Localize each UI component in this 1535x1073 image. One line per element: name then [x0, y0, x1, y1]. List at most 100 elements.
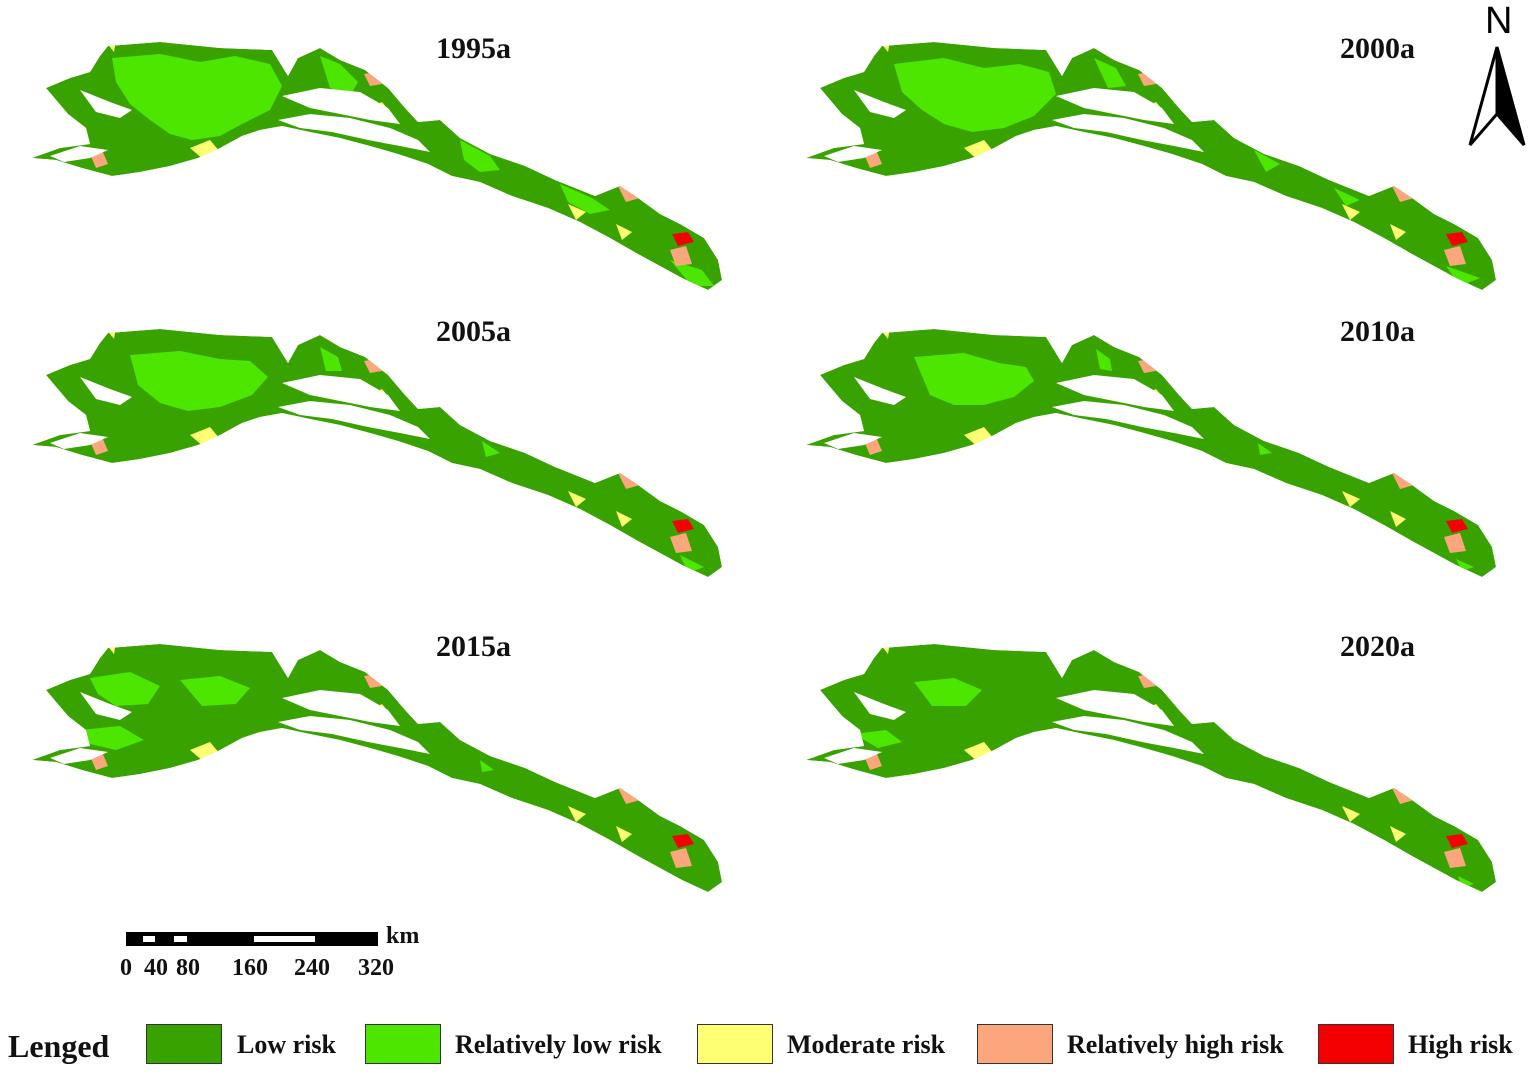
- moderate-risk-zone: [1342, 806, 1360, 822]
- scale-tick-160: 160: [232, 955, 268, 981]
- relatively-low-risk-zone: [894, 58, 1056, 132]
- north-label: N: [1485, 0, 1513, 42]
- map-panel-2005: 2005a: [20, 315, 760, 615]
- lake-gap: [282, 375, 400, 411]
- relatively-low-risk-zone: [320, 56, 358, 96]
- relatively-high-risk-zone: [670, 533, 692, 553]
- legend-swatch-low-risk: [146, 1024, 222, 1064]
- legend-swatch-high-risk: [1318, 1024, 1394, 1064]
- relatively-low-risk-zone: [854, 730, 902, 748]
- map-panel-2015: 2015a: [20, 630, 760, 930]
- scale-tick-320: 320: [358, 955, 394, 981]
- relatively-low-risk-zone: [1334, 188, 1360, 206]
- scale-bar-graphic: [126, 932, 378, 946]
- legend: Lenged Low risk Relatively low risk Mode…: [0, 1020, 1535, 1073]
- map-panel-1995: 1995a: [20, 28, 760, 328]
- low-risk-zone: [32, 644, 722, 892]
- lake-gap: [824, 748, 882, 764]
- relatively-low-risk-zone: [130, 351, 268, 411]
- lake-gap: [80, 377, 132, 405]
- lake-gap: [278, 716, 430, 754]
- moderate-risk-zone: [1342, 204, 1360, 220]
- moderate-risk-zone: [1342, 491, 1360, 507]
- lake-gap: [50, 748, 108, 764]
- relatively-low-risk-zone: [90, 672, 160, 706]
- high-risk-zone: [1446, 519, 1468, 533]
- moderate-risk-zone: [568, 806, 586, 822]
- panel-title-2000: 2000a: [1340, 32, 1415, 65]
- lake-gap: [1052, 114, 1204, 152]
- legend-swatch-relatively-low-risk: [365, 1024, 441, 1064]
- legend-swatch-moderate-risk: [697, 1024, 773, 1064]
- moderate-risk-zone: [1390, 511, 1406, 527]
- moderate-risk-zone: [616, 826, 632, 842]
- relatively-low-risk-zone: [914, 678, 982, 706]
- scale-tick-40: 40: [144, 955, 168, 981]
- lake-gap: [80, 692, 132, 720]
- risk-zones: [32, 329, 722, 577]
- relatively-low-risk-zone: [180, 676, 250, 706]
- risk-map-2020: [806, 644, 1496, 892]
- relatively-low-risk-zone: [560, 184, 610, 214]
- panel-title-2020: 2020a: [1340, 630, 1415, 663]
- relatively-low-risk-zone: [460, 140, 500, 172]
- relatively-high-risk-zone: [670, 848, 692, 868]
- lake-gap: [854, 377, 906, 405]
- risk-zones: [806, 329, 1496, 577]
- relatively-high-risk-zone: [1444, 848, 1466, 868]
- relatively-low-risk-zone: [1446, 266, 1480, 286]
- lake-gap: [80, 90, 132, 118]
- lake-gap: [824, 146, 882, 162]
- legend-label-relatively-low-risk: Relatively low risk: [455, 1030, 662, 1059]
- scale-tick-0: 0: [120, 955, 132, 981]
- risk-zones: [806, 42, 1496, 290]
- legend-label-high-risk: High risk: [1408, 1030, 1513, 1059]
- relatively-high-risk-zone: [1444, 246, 1466, 266]
- relatively-low-risk-zone: [80, 726, 144, 750]
- moderate-risk-zone: [568, 491, 586, 507]
- legend-title: Lenged: [8, 1028, 110, 1064]
- map-panel-2000: 2000a: [794, 28, 1534, 328]
- panel-title-2005: 2005a: [436, 315, 511, 348]
- legend-label-low-risk: Low risk: [237, 1030, 336, 1059]
- lake-gap: [1056, 88, 1174, 124]
- moderate-risk-zone: [1390, 224, 1406, 240]
- risk-map-2000: [806, 42, 1496, 290]
- relatively-low-risk-zone: [1094, 58, 1126, 88]
- legend-label-moderate-risk: Moderate risk: [787, 1030, 946, 1059]
- scale-tick-80: 80: [176, 955, 200, 981]
- lake-gap: [1052, 716, 1204, 754]
- risk-map-1995: [32, 42, 722, 290]
- high-risk-zone: [672, 232, 694, 246]
- relatively-low-risk-zone: [670, 260, 714, 286]
- lake-gap: [1052, 401, 1204, 439]
- panel-title-1995: 1995a: [436, 32, 511, 65]
- relatively-low-risk-zone: [1096, 349, 1112, 371]
- lake-gap: [1056, 375, 1174, 411]
- risk-zones: [32, 42, 722, 290]
- lake-gap: [1056, 690, 1174, 726]
- moderate-risk-zone: [1390, 826, 1406, 842]
- lake-gap: [278, 401, 430, 439]
- relatively-low-risk-zone: [480, 760, 494, 772]
- low-risk-zone: [806, 329, 1496, 577]
- high-risk-zone: [1446, 232, 1468, 246]
- relatively-low-risk-zone: [320, 347, 342, 371]
- relatively-low-risk-zone: [112, 54, 282, 140]
- risk-zones: [806, 644, 1496, 892]
- lake-gap: [282, 690, 400, 726]
- panel-title-2015: 2015a: [436, 630, 511, 663]
- relatively-low-risk-zone: [1254, 150, 1280, 172]
- map-panel-2010: 2010a: [794, 315, 1534, 615]
- scale-bar: km 0 40 80 160 240 320: [120, 923, 444, 985]
- lake-gap: [50, 146, 108, 162]
- high-risk-zone: [672, 519, 694, 533]
- risk-map-2010: [806, 329, 1496, 577]
- risk-map-2015: [32, 644, 722, 892]
- scale-tick-240: 240: [294, 955, 330, 981]
- north-arrow-icon: [1468, 46, 1526, 146]
- relatively-high-risk-zone: [1444, 533, 1466, 553]
- high-risk-zone: [672, 834, 694, 848]
- relatively-low-risk-zone: [482, 441, 500, 457]
- panel-title-2010: 2010a: [1340, 315, 1415, 348]
